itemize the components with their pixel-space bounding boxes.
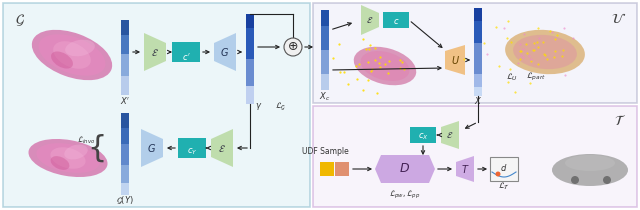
Circle shape [284,38,302,56]
Text: $c_X$: $c_X$ [418,132,428,142]
Text: $c$: $c$ [393,17,399,26]
Text: $\mathcal{G}$: $\mathcal{G}$ [15,12,25,28]
Bar [121,76,129,95]
Ellipse shape [64,144,88,159]
Text: $X'$: $X'$ [120,94,130,105]
Bar [121,113,129,128]
Bar [335,162,349,176]
Bar [172,42,200,62]
Circle shape [571,176,579,184]
Bar [246,86,254,104]
Text: $\gamma$: $\gamma$ [255,101,262,113]
Ellipse shape [565,155,615,171]
Text: $\oplus$: $\oplus$ [287,41,299,54]
Bar [474,43,482,74]
Text: $\mathcal{U}$: $\mathcal{U}$ [611,12,626,26]
Text: $\mathcal{E}$: $\mathcal{E}$ [151,46,159,58]
Bar [383,12,409,28]
Polygon shape [141,129,163,167]
Bar [321,74,329,90]
Polygon shape [214,33,236,71]
Bar [321,10,329,26]
Ellipse shape [29,139,108,177]
Ellipse shape [65,40,95,56]
Bar [313,106,637,207]
Bar [178,138,206,158]
Ellipse shape [51,51,73,68]
Text: $\mathcal{L}_{invo}$: $\mathcal{L}_{invo}$ [77,134,95,146]
Polygon shape [361,5,379,35]
Ellipse shape [51,147,86,169]
Polygon shape [375,155,435,183]
Bar [121,183,129,195]
Bar [121,54,129,76]
Bar [321,50,329,74]
Bar [121,128,129,144]
Text: $\mathcal{L}_{part}$: $\mathcal{L}_{part}$ [526,71,546,83]
Text: $\mathcal{E}$: $\mathcal{E}$ [366,15,374,25]
Text: $\mathcal{L}_{pw}, \mathcal{L}_{pp}$: $\mathcal{L}_{pw}, \mathcal{L}_{pp}$ [389,189,420,201]
Polygon shape [441,121,459,149]
Bar [474,87,482,96]
Bar [474,74,482,87]
Bar [121,35,129,54]
Bar [246,14,254,28]
Bar [313,3,637,103]
Text: $D$: $D$ [399,163,410,176]
Ellipse shape [53,41,91,69]
Bar [121,165,129,183]
Circle shape [495,172,500,176]
Polygon shape [445,45,465,75]
Polygon shape [144,33,166,71]
Bar [320,162,334,176]
Ellipse shape [505,30,585,74]
Ellipse shape [38,34,106,76]
Text: UDF Sample: UDF Sample [301,147,348,156]
Text: $G$: $G$ [220,46,230,58]
Text: $U$: $U$ [451,54,460,66]
Text: $\mathcal{L}_{\mathcal{T}}$: $\mathcal{L}_{\mathcal{T}}$ [498,180,510,192]
Text: $\mathcal{L}_U$: $\mathcal{L}_U$ [506,71,518,83]
Text: $T$: $T$ [461,163,469,175]
Polygon shape [456,156,474,182]
Text: $\mathcal{G}(Y)$: $\mathcal{G}(Y)$ [116,194,134,206]
Bar [321,26,329,50]
Text: $G$: $G$ [147,142,157,154]
Ellipse shape [360,51,410,81]
Text: $\mathcal{L}_{\mathcal{G}}$: $\mathcal{L}_{\mathcal{G}}$ [275,101,286,113]
Text: $\mathcal{E}$: $\mathcal{E}$ [446,130,454,140]
Text: $c_Y$: $c_Y$ [187,147,197,157]
Text: $\mathcal{E}$: $\mathcal{E}$ [218,143,226,154]
Bar [474,8,482,21]
Ellipse shape [36,143,100,173]
Bar [474,21,482,43]
Text: $X$: $X$ [474,94,482,105]
Text: $X_c$: $X_c$ [319,91,331,103]
Bar [3,3,310,207]
Text: $c'$: $c'$ [182,50,190,62]
Text: $d$: $d$ [500,162,508,173]
Bar [121,144,129,165]
Circle shape [603,176,611,184]
Bar [121,20,129,35]
Bar [246,59,254,86]
Bar [246,28,254,59]
Ellipse shape [552,154,628,186]
Text: {: { [87,134,107,163]
Ellipse shape [513,35,577,69]
Bar [490,157,518,181]
Text: $\mathcal{T}$: $\mathcal{T}$ [614,114,626,128]
Bar [410,127,436,143]
Polygon shape [211,129,233,167]
Ellipse shape [51,156,69,170]
Ellipse shape [32,30,112,80]
Ellipse shape [354,47,416,85]
